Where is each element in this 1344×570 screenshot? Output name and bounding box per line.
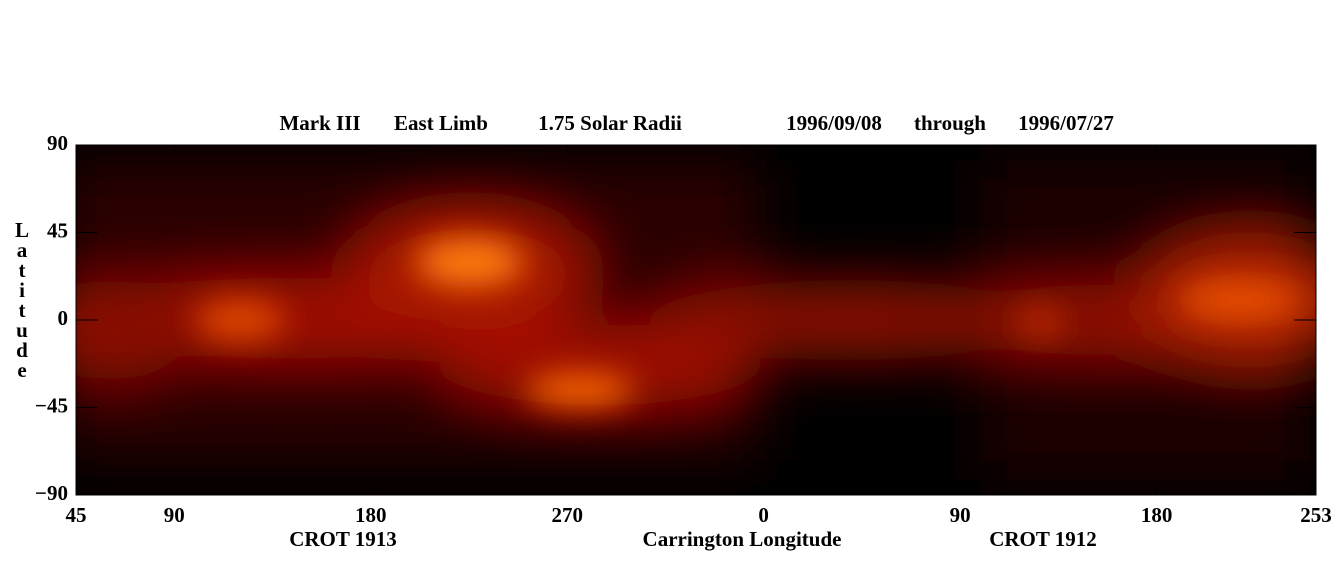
x-tick-label: 90: [164, 503, 185, 527]
title-part: Mark III: [279, 111, 360, 135]
title-part: East Limb: [394, 111, 488, 135]
x-tick-label: 0: [758, 503, 769, 527]
title: Mark III East Limb 1.75 Solar Radii 1996…: [279, 111, 1113, 135]
x-tick-label: 270: [551, 503, 583, 527]
y-tick-label: −45: [35, 393, 68, 417]
title-part: 1996/07/27: [1018, 111, 1114, 135]
y-tick-label: −90: [35, 481, 68, 505]
y-tick-label: 45: [47, 218, 68, 242]
x-tick-label: 253: [1300, 503, 1332, 527]
title-part: 1996/09/08: [786, 111, 882, 135]
x-tick-label: 180: [1141, 503, 1173, 527]
y-tick-label: 90: [47, 131, 68, 155]
title-part: through: [914, 111, 986, 135]
rotation-label: CROT 1913: [289, 527, 397, 551]
rotation-label: CROT 1912: [989, 527, 1097, 551]
x-tick-label: 180: [355, 503, 387, 527]
title-part: 1.75 Solar Radii: [538, 111, 682, 135]
heatmap: [76, 145, 1316, 495]
x-tick-label: 90: [950, 503, 971, 527]
y-tick-label: 0: [58, 306, 69, 330]
x-axis-label: Carrington Longitude: [643, 527, 842, 551]
x-tick-label: 45: [66, 503, 87, 527]
